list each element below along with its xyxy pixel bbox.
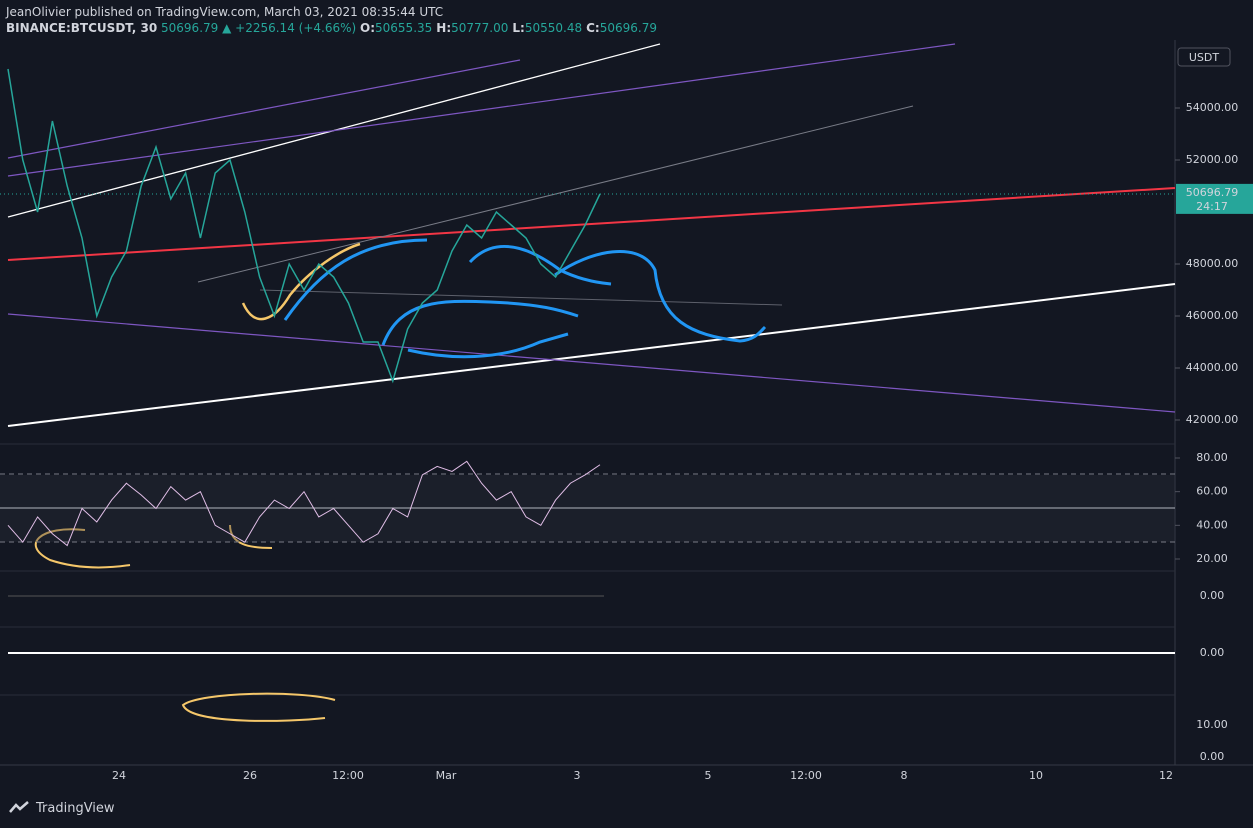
sketch [241,242,361,321]
trend-line [7,59,521,159]
price-tick-label: 54000.00 [1186,101,1239,114]
price-tick-label: 52000.00 [1186,153,1239,166]
sketch [181,692,336,722]
pane-label: 0.00 [1200,646,1225,659]
time-tick-label: 12 [1159,769,1173,782]
trend-line [259,289,783,306]
rsi-line [7,460,601,547]
header: JeanOlivier published on TradingView.com… [6,4,661,36]
time-tick-label: 12:00 [332,769,364,782]
price-tick-label: 48000.00 [1186,257,1239,270]
sketch [229,524,273,549]
sketch [34,528,131,569]
trend-line [7,43,956,177]
price-line [7,68,601,384]
rsi-tick-label: 80.00 [1196,451,1228,464]
time-tick-label: 5 [705,769,712,782]
sketch [554,250,767,343]
currency: USDT [1189,51,1220,64]
ohlc-value: 50696.79 [599,21,657,35]
symbol: BINANCE:BTCUSDT, 30 [6,21,158,35]
sketch [381,299,579,346]
symbol-line: BINANCE:BTCUSDT, 30 50696.79 ▲ +2256.14 … [6,20,661,36]
sketch [468,244,612,286]
currency-box [1177,47,1231,67]
ohlc: O:50655.35 H:50777.00 L:50550.48 C:50696.79 [360,21,661,35]
ohlc-value: 50655.35 [375,21,433,35]
pane-label: 0.00 [1200,589,1225,602]
price-tick-label: 42000.00 [1186,413,1239,426]
footer: TradingView [8,800,115,816]
ohlc-value: 50777.00 [451,21,509,35]
time-tick-label: 26 [243,769,257,782]
change: ▲ +2256.14 (+4.66%) [222,21,357,35]
ohlc-label: L: [512,21,525,35]
trend-line [7,283,1176,427]
last-price-box [1176,183,1253,214]
rsi-tick-label: 60.00 [1196,485,1228,498]
trend-line [7,313,1176,413]
price-tick-label: 46000.00 [1186,309,1239,322]
ohlc-label: C: [586,21,600,35]
rsi-tick-label: 40.00 [1196,518,1228,531]
ohlc-label: O: [360,21,376,35]
time-tick-label: 12:00 [790,769,822,782]
sketch [407,332,569,359]
trend-line [7,187,1176,261]
sketch [283,238,428,321]
time-tick-label: Mar [436,769,457,782]
time-tick-label: 8 [901,769,908,782]
pane-label: 10.00 [1196,718,1228,731]
ohlc-label: H: [436,21,452,35]
countdown: 24:17 [1196,200,1228,213]
publisher: JeanOlivier published on TradingView.com… [6,5,444,19]
last-price-label: 50696.79 [1186,186,1239,199]
price-tick-label: 44000.00 [1186,361,1239,374]
time-tick-label: 10 [1029,769,1043,782]
rsi-tick-label: 20.00 [1196,552,1228,565]
brand: TradingView [36,800,115,816]
time-tick-label: 24 [112,769,126,782]
logo [9,801,29,813]
trend-line [197,105,914,283]
time-tick-label: 3 [574,769,581,782]
pane-label: 0.00 [1200,750,1225,763]
ohlc-value: 50550.48 [524,21,583,35]
last-price: 50696.79 [161,21,219,35]
